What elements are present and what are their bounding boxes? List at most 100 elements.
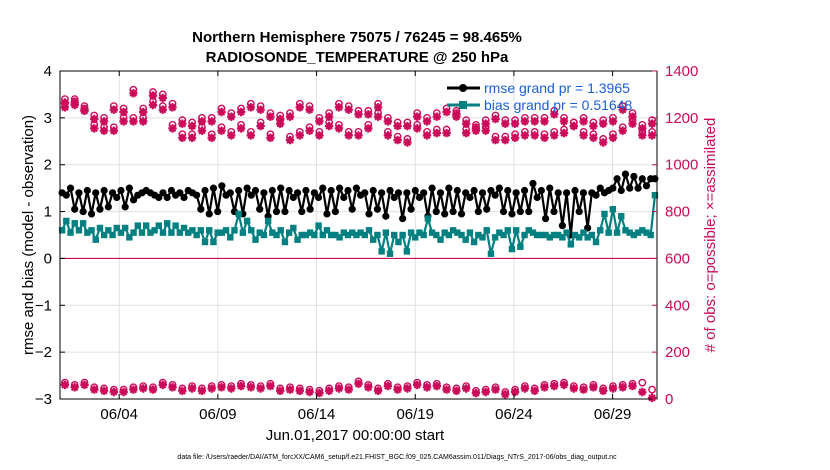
- data-point: [394, 189, 403, 197]
- data-point: [243, 217, 251, 225]
- data-point: [298, 207, 306, 216]
- data-point: [155, 193, 163, 202]
- data-point: [138, 229, 146, 236]
- data-point: [121, 224, 129, 232]
- data-point: [246, 383, 255, 392]
- x-tick-label: 06/24: [495, 406, 533, 423]
- data-point: [399, 215, 407, 223]
- data-point: [458, 231, 465, 239]
- data-point: [148, 385, 158, 394]
- data-point: [589, 121, 598, 131]
- data-point: [327, 231, 335, 239]
- data-point: [247, 191, 255, 199]
- data-point: [193, 231, 200, 239]
- data-point: [393, 135, 402, 145]
- x-tick-label: 06/14: [298, 406, 336, 423]
- data-point: [79, 207, 87, 216]
- data-point: [639, 227, 646, 234]
- data-point: [256, 121, 265, 131]
- data-point: [96, 224, 104, 232]
- data-point: [100, 186, 108, 195]
- data-point: [187, 121, 197, 131]
- data-point: [407, 205, 415, 213]
- data-point: [491, 385, 500, 394]
- data-point: [382, 229, 390, 236]
- data-point: [432, 207, 440, 216]
- data-point: [630, 231, 638, 239]
- data-point: [239, 229, 247, 236]
- data-point: [126, 234, 133, 241]
- data-point: [470, 238, 478, 246]
- data-point: [148, 100, 158, 110]
- data-point: [533, 193, 541, 202]
- data-point: [70, 98, 79, 107]
- data-point: [243, 184, 251, 192]
- data-point: [319, 184, 327, 192]
- data-point: [530, 117, 539, 126]
- y-right-axis-label: # of obs: o=possible; ×=assimilated: [702, 118, 719, 353]
- data-point: [289, 193, 297, 202]
- data-point: [315, 388, 324, 398]
- data-point: [218, 229, 226, 236]
- data-point: [559, 380, 569, 390]
- data-point: [647, 131, 657, 140]
- data-point: [207, 133, 216, 142]
- data-point: [599, 138, 608, 147]
- series-obs-obs-4: [60, 85, 657, 143]
- data-point: [510, 133, 520, 142]
- data-point: [354, 131, 363, 140]
- data-point: [413, 112, 422, 121]
- data-point: [236, 107, 246, 117]
- data-point: [516, 207, 524, 216]
- data-point: [60, 380, 70, 390]
- data-point: [197, 386, 207, 395]
- data-point: [407, 229, 415, 236]
- data-point: [383, 381, 393, 391]
- data-point: [67, 229, 74, 236]
- x-axis-label: Jun.01,2017 00:00:00 start: [266, 427, 445, 444]
- data-point: [609, 206, 617, 213]
- data-point: [256, 105, 265, 114]
- data-point: [246, 131, 255, 140]
- data-point: [277, 184, 285, 192]
- data-point: [433, 231, 440, 239]
- data-point: [235, 186, 243, 195]
- data-point: [323, 227, 331, 234]
- data-point: [415, 193, 424, 202]
- data-point: [364, 110, 373, 119]
- data-point: [617, 186, 625, 195]
- data-point: [579, 385, 588, 394]
- data-point: [613, 175, 621, 183]
- data-point: [142, 222, 150, 229]
- data-point: [471, 388, 481, 398]
- data-point: [403, 138, 412, 147]
- data-point: [403, 384, 412, 393]
- data-point: [99, 126, 109, 135]
- data-point: [226, 189, 234, 197]
- data-point: [79, 220, 87, 227]
- data-point: [383, 131, 393, 140]
- data-point: [129, 117, 138, 126]
- data-point: [589, 383, 598, 392]
- data-point: [314, 193, 323, 202]
- data-point: [508, 210, 516, 218]
- data-point: [618, 126, 627, 135]
- data-point: [608, 117, 618, 126]
- data-point: [442, 385, 451, 394]
- y-right-axis-ticks: 0 200 400 600 800 1000 1200 1400: [652, 63, 698, 408]
- data-point: [319, 231, 326, 239]
- data-point: [256, 384, 265, 393]
- data-point: [416, 229, 423, 236]
- data-point: [529, 179, 537, 188]
- data-point: [520, 384, 530, 393]
- data-point: [84, 229, 91, 236]
- y-right-tick-label: 1000: [665, 157, 698, 174]
- data-point: [189, 227, 196, 234]
- data-point: [563, 229, 570, 236]
- data-point: [105, 227, 112, 234]
- data-point: [365, 210, 373, 218]
- y-left-tick-label: −3: [35, 391, 52, 408]
- data-point: [276, 119, 285, 128]
- y-right-tick-label: 600: [665, 250, 690, 267]
- data-point: [252, 236, 259, 243]
